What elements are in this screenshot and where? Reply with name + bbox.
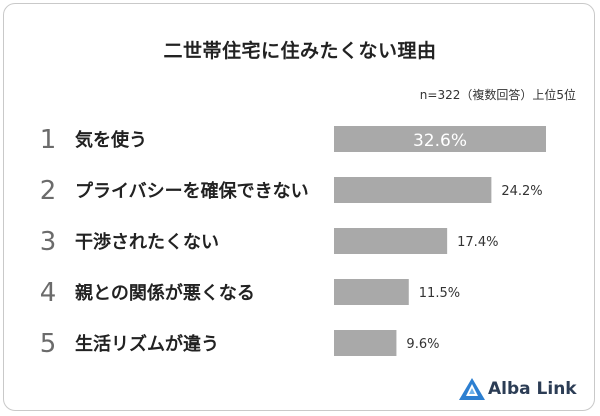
rank-number: 1 bbox=[40, 125, 57, 155]
rank-number: 3 bbox=[40, 227, 57, 257]
sample-note: n=322（複数回答）上位5位 bbox=[419, 88, 576, 102]
value-label: 9.6% bbox=[406, 337, 439, 352]
value-label: 11.5% bbox=[419, 286, 460, 301]
rank-number: 5 bbox=[40, 329, 57, 359]
card-frame bbox=[3, 3, 595, 411]
category-label: 親との関係が悪くなる bbox=[75, 282, 255, 304]
bar bbox=[334, 126, 546, 152]
rank-number: 2 bbox=[40, 176, 57, 206]
triangle-logo-icon bbox=[459, 378, 485, 400]
rank-number: 4 bbox=[40, 278, 57, 308]
bar bbox=[334, 279, 409, 305]
bar bbox=[334, 330, 397, 356]
bar bbox=[334, 228, 448, 254]
alba-link-logo: Alba Link bbox=[458, 376, 588, 404]
value-label: 32.6% bbox=[413, 131, 467, 151]
category-label: 気を使う bbox=[75, 129, 147, 151]
category-label: 干渉されたくない bbox=[75, 232, 219, 253]
value-label: 24.2% bbox=[501, 184, 542, 199]
value-label: 17.4% bbox=[457, 235, 498, 250]
logo-text: Alba Link bbox=[488, 379, 577, 399]
category-label: 生活リズムが違う bbox=[75, 333, 219, 355]
bar bbox=[334, 177, 492, 203]
category-label: プライバシーを確保できない bbox=[75, 180, 309, 202]
chart-title: 二世帯住宅に住みたくない理由 bbox=[163, 40, 437, 62]
